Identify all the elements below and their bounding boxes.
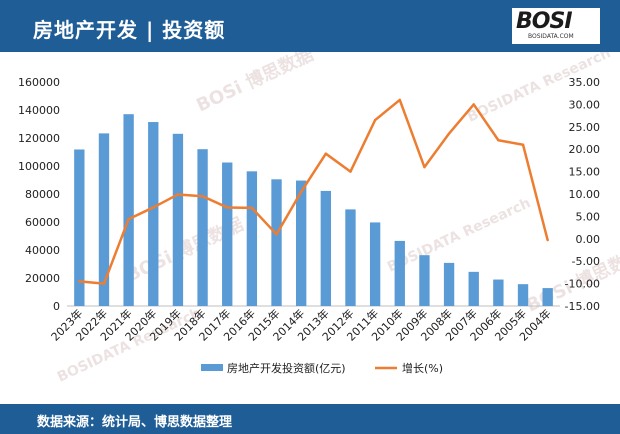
growth-point bbox=[521, 143, 525, 146]
bar bbox=[443, 262, 455, 306]
logo-subtext: BOSIDATA.COM bbox=[528, 33, 574, 40]
bar bbox=[172, 133, 184, 306]
footer-bar: 数据来源：统计局、博思数据整理 bbox=[0, 404, 620, 434]
header-bar: 房地产开发 | 投资额 BOSI BOSIDATA.COM bbox=[0, 0, 620, 52]
legend-bar-label: 房地产开发投资额(亿元) bbox=[227, 361, 346, 375]
bar bbox=[74, 149, 85, 306]
bar bbox=[493, 279, 504, 306]
y-right-tick-label: 15.00 bbox=[569, 166, 601, 179]
y-right-tick-label: -5.00 bbox=[572, 255, 600, 268]
growth-point bbox=[472, 103, 475, 106]
growth-point bbox=[78, 280, 81, 283]
y-left-tick-label: 160000 bbox=[18, 76, 60, 89]
bar bbox=[222, 162, 233, 306]
growth-point bbox=[275, 233, 278, 236]
bar bbox=[468, 271, 479, 306]
growth-point bbox=[349, 170, 352, 173]
watermark-text: BOSIDATA Research bbox=[385, 195, 533, 275]
bar bbox=[197, 149, 208, 306]
growth-point bbox=[226, 206, 229, 209]
y-left-tick-label: 20000 bbox=[25, 272, 60, 285]
growth-point bbox=[299, 190, 303, 193]
y-left-tick-label: 80000 bbox=[25, 188, 60, 201]
y-right-tick-label: -10.00 bbox=[565, 278, 600, 291]
growth-point bbox=[152, 206, 155, 209]
y-right-tick-label: -15.00 bbox=[565, 300, 600, 313]
growth-point bbox=[423, 165, 426, 169]
bar bbox=[123, 114, 134, 306]
logo-text: BOSI bbox=[516, 9, 573, 34]
legend-line-label: 增长(%) bbox=[402, 361, 443, 375]
y-right-tick-label: 20.00 bbox=[569, 143, 601, 156]
bar bbox=[148, 122, 159, 306]
growth-point bbox=[176, 193, 180, 196]
bar bbox=[542, 288, 553, 306]
y-left-tick-label: 100000 bbox=[18, 160, 60, 173]
y-left-tick-label: 60000 bbox=[25, 216, 60, 229]
y-left-tick-label: 40000 bbox=[25, 244, 60, 257]
growth-point bbox=[398, 98, 401, 102]
growth-point bbox=[546, 238, 549, 242]
growth-point bbox=[250, 206, 254, 210]
data-source: 数据来源：统计局、博思数据整理 bbox=[37, 415, 233, 430]
legend-bar-swatch bbox=[201, 364, 223, 371]
growth-point bbox=[497, 139, 500, 142]
growth-point bbox=[127, 217, 130, 221]
bar bbox=[98, 133, 110, 306]
bar bbox=[345, 209, 356, 306]
growth-point bbox=[201, 195, 204, 198]
brand-logo: BOSI BOSIDATA.COM bbox=[512, 8, 600, 44]
bar bbox=[394, 240, 405, 306]
bar bbox=[369, 222, 381, 306]
growth-point bbox=[373, 118, 377, 122]
bar bbox=[320, 190, 332, 306]
y-right-tick-label: 30.00 bbox=[569, 98, 601, 111]
y-right-tick-label: 5.00 bbox=[576, 210, 601, 223]
growth-point bbox=[324, 152, 328, 155]
y-left-tick-label: 0 bbox=[53, 300, 60, 313]
page-title: 房地产开发 | 投资额 bbox=[33, 18, 226, 42]
y-right-tick-label: 0.00 bbox=[576, 233, 601, 246]
bar bbox=[517, 284, 529, 306]
growth-point bbox=[447, 132, 451, 135]
y-left-tick-label: 140000 bbox=[18, 104, 60, 117]
watermark-text: BOSi 博思数据 bbox=[193, 52, 317, 117]
bar bbox=[419, 255, 430, 306]
bar bbox=[246, 171, 258, 306]
y-right-tick-label: 25.00 bbox=[569, 121, 601, 134]
growth-point bbox=[102, 282, 106, 285]
bar bbox=[271, 179, 282, 306]
y-right-tick-label: 10.00 bbox=[569, 188, 601, 201]
y-left-tick-label: 120000 bbox=[18, 132, 60, 145]
bar bbox=[295, 180, 307, 306]
growth-line bbox=[79, 98, 549, 285]
y-right-tick-label: 35.00 bbox=[569, 76, 601, 89]
